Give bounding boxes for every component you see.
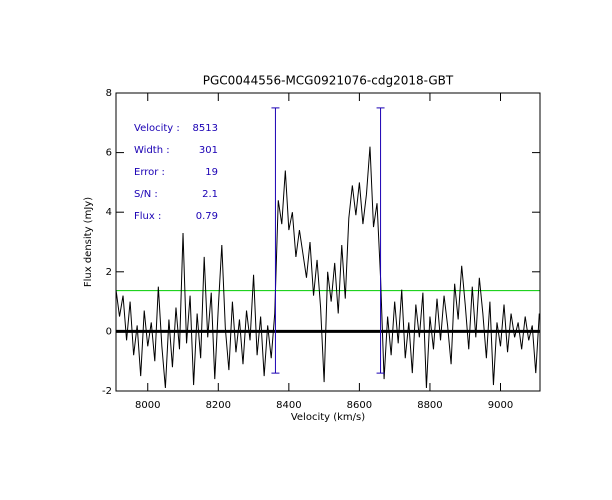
y-tick-label: 4 xyxy=(106,207,112,218)
y-tick-label: 8 xyxy=(106,88,112,99)
spectrum-line xyxy=(116,146,540,389)
y-tick-label: 0 xyxy=(106,326,112,337)
chart-title: PGC0044556-MCG0921076-cdg2018-GBT xyxy=(203,74,454,88)
annotation-label: Error : xyxy=(134,167,165,178)
plot-frame xyxy=(115,92,541,392)
x-tick-label: 8600 xyxy=(347,400,372,411)
y-tick-label: 2 xyxy=(106,267,112,278)
annotation-value: 2.1 xyxy=(202,189,218,200)
y-axis-label: Flux density (mJy) xyxy=(83,197,94,287)
x-tick-label: 8800 xyxy=(417,400,442,411)
annotation-value: 19 xyxy=(205,167,218,178)
y-tick-label: 6 xyxy=(106,148,112,159)
annotation-value: 8513 xyxy=(193,123,218,134)
annotation-label: Velocity : xyxy=(134,123,180,134)
annotation-label: Width : xyxy=(134,145,170,156)
annotation-label: Flux : xyxy=(134,211,161,222)
x-tick-label: 8000 xyxy=(135,400,160,411)
x-tick-label: 8200 xyxy=(206,400,231,411)
annotation-value: 0.79 xyxy=(196,211,218,222)
x-tick-label: 9000 xyxy=(488,400,513,411)
x-tick-label: 8400 xyxy=(276,400,301,411)
x-axis-label: Velocity (km/s) xyxy=(291,412,365,423)
annotation-value: 301 xyxy=(199,145,218,156)
annotation-label: S/N : xyxy=(134,189,158,200)
y-tick-label: -2 xyxy=(102,386,112,397)
